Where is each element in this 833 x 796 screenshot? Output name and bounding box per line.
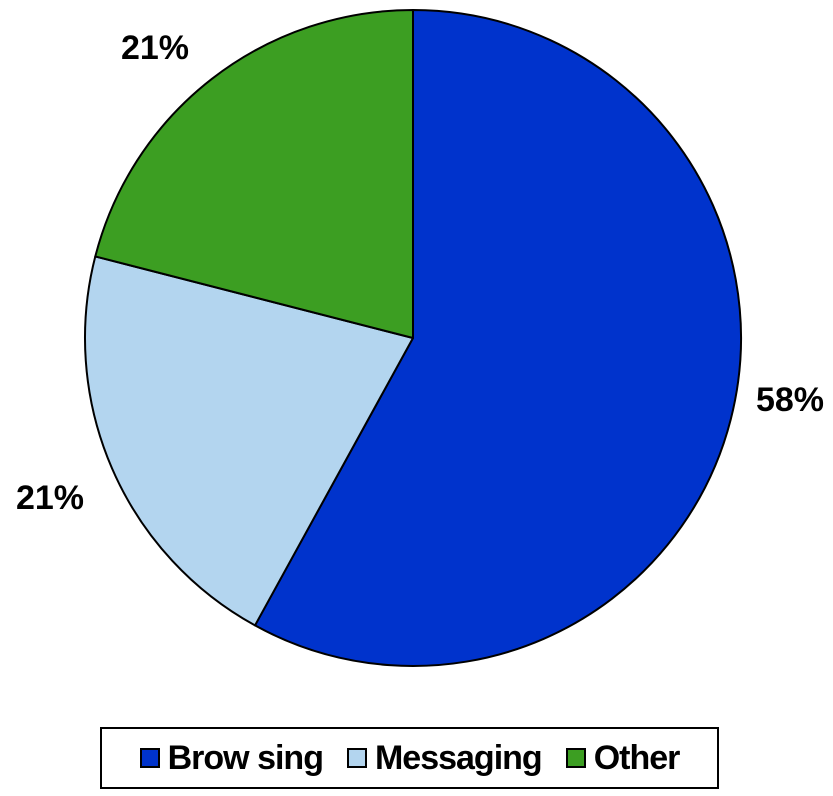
legend-swatch-messaging (346, 748, 367, 768)
legend-swatch-browsing (139, 748, 160, 768)
pie-slice-messaging (84, 255, 414, 627)
data-label-browsing: 58% (756, 381, 824, 419)
legend-swatch-other (565, 748, 586, 768)
data-label-messaging: 21% (16, 479, 84, 517)
legend-label-other: Other (593, 739, 681, 777)
pie-slice-other (94, 9, 414, 339)
data-label-other: 21% (121, 29, 189, 67)
legend-item-browsing: Brow sing (139, 739, 324, 777)
legend-label-messaging: Messaging (374, 739, 543, 777)
pie-slice-browsing (253, 9, 742, 667)
chart-legend: Brow sing Messaging Other (100, 727, 719, 789)
legend-item-other: Other (565, 739, 681, 777)
legend-label-browsing: Brow sing (167, 739, 324, 777)
legend-item-messaging: Messaging (346, 739, 543, 777)
